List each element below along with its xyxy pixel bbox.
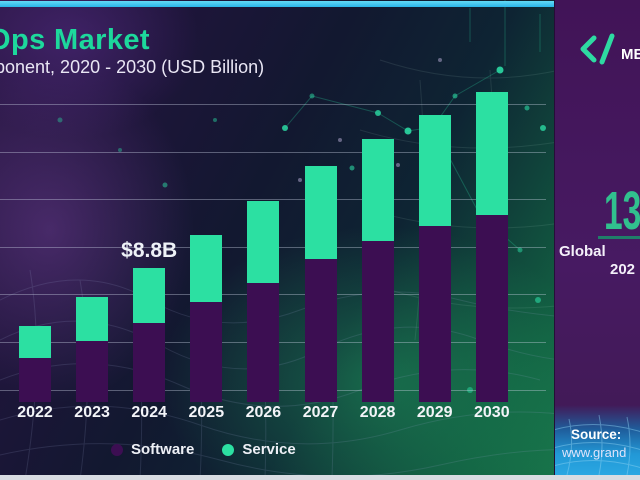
chart-legend: Software Service [111,441,296,458]
bar-2025-software [190,301,223,402]
legend-item-software: Software [111,441,194,458]
code-brackets-icon [580,33,615,65]
bar-2026-service [247,201,280,284]
x-axis-label-2029: 2029 [416,404,453,421]
bar-2029-service [418,114,451,226]
background-purple-blob-top [0,0,200,140]
bar-value-annotation: $8.8B [121,239,178,263]
bar-2024-software [133,322,166,402]
source-url: www.grand [562,445,627,460]
legend-label-service: Service [242,441,296,458]
x-axis-label-2023: 2023 [74,404,110,421]
bottom-edge-strip [0,475,640,480]
bar-2023-service [76,297,109,342]
bar-2024-service [133,268,166,323]
cagr-stat-value: 13 [604,181,640,241]
sidebar-panel: ME 13 Global 202 Source: www.grand [554,0,640,480]
page-title: Ops Market [0,24,150,56]
gridline [0,151,546,153]
bar-2025-service [190,234,223,302]
x-axis-label-2022: 2022 [17,404,53,421]
top-accent-strip [0,1,555,7]
logo-text: ME [621,46,640,63]
source-globe-mesh [555,414,640,475]
bar-2022-software [19,357,51,402]
bar-2030-service [475,91,508,216]
stat-underline [598,236,640,239]
stat-caption-line2: 202 [610,261,636,278]
source-label: Source: [571,427,622,442]
bar-2029-software [418,225,451,402]
source-box: Source: www.grand [555,405,640,475]
bar-2027-software [304,259,337,402]
bar-2026-software [247,283,280,402]
stat-caption-line1: Global [559,243,606,260]
bar-2028-service [361,139,394,241]
legend-item-service: Service [222,441,296,458]
bar-2028-software [361,240,394,402]
x-axis-label-2027: 2027 [302,404,339,421]
bar-2027-service [304,166,337,260]
x-axis-label-2030: 2030 [474,404,510,421]
legend-label-software: Software [131,441,195,458]
x-axis-label-2026: 2026 [245,404,282,421]
gridline [0,199,546,201]
gridline [0,104,546,105]
legend-dot-service [222,443,235,456]
x-axis-label-2025: 2025 [188,404,225,421]
page-subtitle: ponent, 2020 - 2030 (USD Billion) [0,57,265,77]
bar-2030-software [475,215,508,402]
x-axis-label-2028: 2028 [359,404,396,421]
x-axis-label-2024: 2024 [131,404,167,421]
bar-2023-software [76,341,109,402]
legend-dot-software [111,443,123,456]
bar-2022-service [19,326,51,358]
